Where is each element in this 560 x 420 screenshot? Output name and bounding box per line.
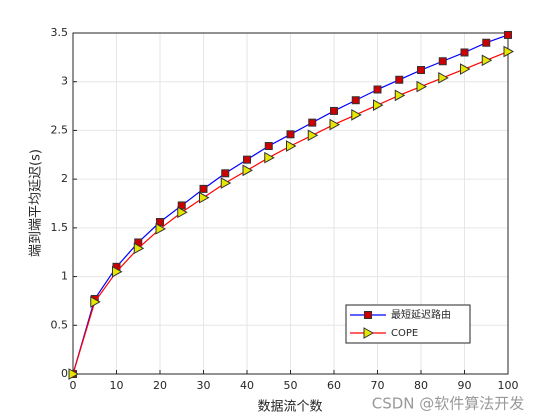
x-tick-label: 0 — [70, 379, 77, 392]
marker — [351, 108, 362, 121]
x-tick-label: 20 — [153, 379, 167, 392]
marker — [220, 177, 232, 189]
y-tick-label: 2 — [61, 172, 68, 185]
marker — [482, 38, 491, 47]
marker — [264, 142, 273, 151]
axes-frame — [72, 32, 509, 375]
marker — [221, 169, 230, 178]
x-tick-label: 30 — [197, 379, 211, 392]
y-tick-label: 2.5 — [51, 123, 69, 136]
marker — [330, 106, 338, 115]
y-tick-label: 3 — [61, 75, 68, 88]
x-tick-label: 80 — [414, 379, 428, 392]
marker — [481, 54, 493, 67]
x-tick-label: 70 — [371, 379, 385, 392]
marker — [243, 155, 251, 164]
watermark: CSDN @软件算法开发 — [372, 395, 525, 413]
marker — [155, 222, 167, 235]
x-tick-label: 10 — [110, 379, 124, 392]
marker — [90, 296, 101, 308]
marker — [438, 71, 449, 84]
y-tick-label: 0 — [61, 367, 68, 380]
marker — [373, 99, 384, 111]
marker — [503, 45, 515, 58]
y-tick-label: 1 — [61, 270, 68, 283]
marker — [417, 66, 425, 75]
marker — [286, 130, 295, 139]
marker — [264, 151, 275, 164]
x-tick-label: 40 — [240, 379, 254, 392]
marker — [460, 48, 469, 57]
y-tick-label: 3.5 — [51, 26, 69, 39]
marker — [308, 118, 317, 127]
legend: 最短延迟路由 COPE — [345, 304, 471, 344]
legend-label: 最短延迟路由 — [391, 308, 451, 321]
legend-marker — [363, 327, 375, 339]
x-tick-label: 60 — [327, 379, 341, 392]
marker — [395, 75, 404, 84]
y-tick-label: 1.5 — [51, 221, 69, 234]
marker — [416, 80, 428, 93]
marker — [242, 164, 254, 177]
marker — [394, 89, 406, 102]
marker — [460, 63, 471, 75]
marker — [307, 129, 319, 142]
x-tick-label: 100 — [498, 379, 519, 392]
marker — [199, 184, 208, 193]
legend-marker — [364, 311, 372, 319]
marker — [351, 96, 360, 105]
marker — [329, 118, 341, 131]
marker — [177, 206, 188, 219]
marker — [133, 242, 145, 255]
y-tick-label: 0.5 — [51, 318, 69, 331]
marker — [504, 30, 512, 39]
marker — [112, 265, 123, 278]
x-tick-label: 50 — [284, 379, 298, 392]
y-axis-label: 端到端平均延迟(s) — [29, 149, 44, 257]
marker — [199, 191, 210, 204]
marker — [68, 368, 80, 380]
x-tick-label: 90 — [458, 379, 472, 392]
marker — [438, 57, 447, 66]
x-axis-label: 数据流个数 — [257, 400, 322, 415]
marker — [373, 85, 382, 94]
marker — [286, 140, 297, 152]
legend-label: COPE — [391, 328, 418, 339]
